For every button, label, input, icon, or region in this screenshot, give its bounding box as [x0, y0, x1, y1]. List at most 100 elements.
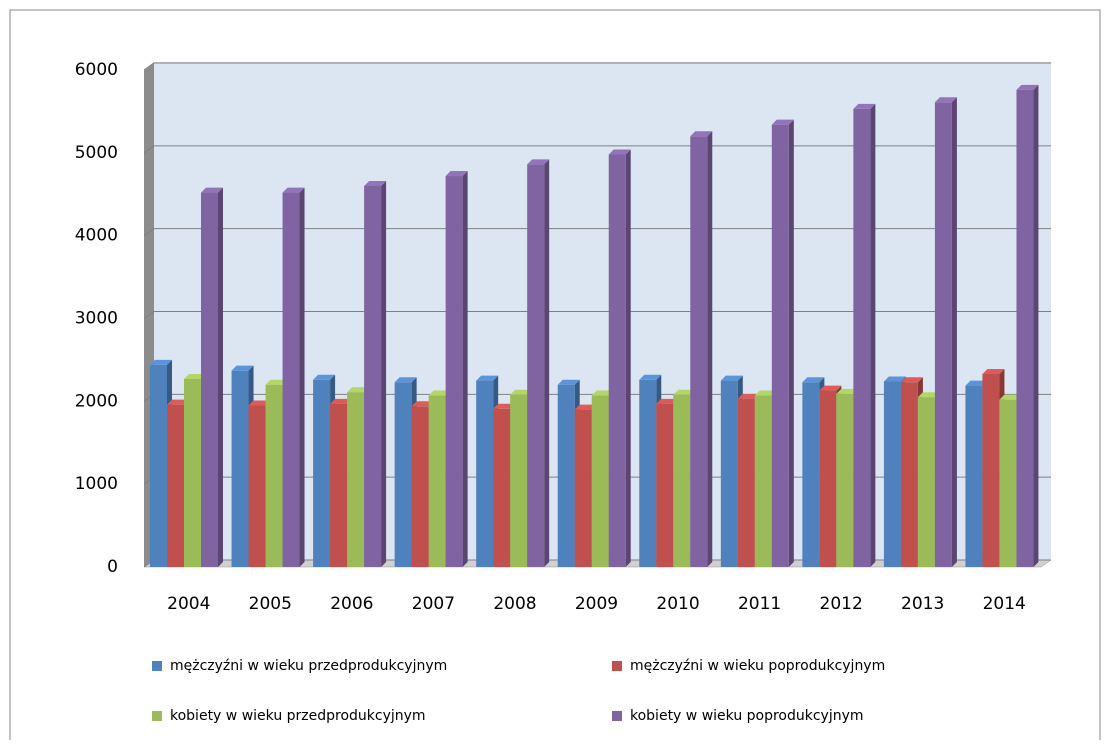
x-tick-label: 2014: [983, 594, 1026, 614]
bar-top: [771, 119, 794, 125]
bar-group: [394, 171, 468, 567]
bar-top: [917, 392, 940, 398]
bar-top: [557, 379, 580, 385]
grid-line-side: [143, 145, 155, 154]
grid-line-side: [143, 62, 155, 71]
bar: [639, 379, 657, 567]
bar: [510, 394, 528, 567]
grid-line-side: [143, 228, 155, 237]
bar: [934, 102, 952, 568]
bar: [754, 395, 772, 567]
legend-swatch: [612, 661, 622, 671]
bar: [313, 379, 331, 567]
x-tick-label: 2007: [412, 594, 455, 614]
bar: [1016, 89, 1034, 567]
bar-top: [819, 385, 842, 391]
bar-top: [411, 401, 434, 407]
x-tick-label: 2006: [330, 594, 373, 614]
legend-label: mężczyźni w wieku poprodukcyjnym: [630, 658, 885, 674]
bar-top: [150, 359, 172, 365]
bar-group: [802, 103, 876, 567]
bar: [853, 108, 871, 567]
bar-top: [737, 393, 760, 399]
legend-swatch: [612, 711, 622, 721]
bar-top: [313, 374, 336, 380]
y-tick-label: 5000: [75, 143, 118, 163]
bar-top: [720, 375, 743, 381]
bar: [428, 395, 446, 567]
bar: [999, 399, 1017, 567]
bar: [656, 403, 674, 567]
bar-top: [673, 389, 696, 395]
bar: [493, 408, 511, 567]
bar-top: [167, 399, 189, 405]
labels: 0 1000 2000 3000 4000 5000 6000 2004 2005 2006 200…: [75, 60, 1026, 724]
bar: [150, 364, 167, 567]
bar-side: [788, 119, 794, 568]
bar-side: [381, 180, 387, 567]
bars: [150, 84, 1039, 568]
bar-group: [231, 187, 305, 568]
x-tick-label: 2009: [575, 594, 618, 614]
bar-side: [299, 187, 305, 568]
y-tick-label: 1000: [75, 474, 118, 494]
bar-side: [1033, 84, 1039, 567]
x-tick-label: 2008: [493, 594, 536, 614]
x-tick-label: 2004: [167, 594, 210, 614]
bar: [965, 385, 983, 567]
bar: [836, 393, 854, 567]
legend-label: kobiety w wieku przedprodukcyjnym: [170, 708, 426, 724]
bar: [231, 370, 249, 567]
bar-group: [720, 119, 794, 568]
bar-group: [557, 149, 631, 568]
bar-top: [248, 400, 271, 406]
bar-top: [900, 377, 923, 383]
bar-side: [951, 97, 957, 568]
y-tick-label: 3000: [75, 309, 118, 329]
bar-top: [883, 376, 906, 382]
bar: [720, 380, 738, 567]
y-tick-label: 0: [107, 557, 118, 577]
legend-label: kobiety w wieku poprodukcyjnym: [630, 708, 864, 724]
bar-top: [591, 390, 614, 396]
x-tick-label: 2012: [820, 594, 863, 614]
legend-label: mężczyźni w wieku przedprodukcyjnym: [170, 658, 447, 674]
bar-group: [313, 180, 387, 567]
bar-top: [265, 379, 288, 385]
bar: [608, 154, 626, 568]
bar-top: [493, 403, 516, 409]
bar: [982, 373, 1000, 567]
bar-top: [394, 377, 417, 383]
bar-group: [639, 131, 713, 567]
bar-group: [150, 187, 223, 568]
bar-side: [625, 149, 631, 568]
bar-top: [754, 390, 777, 396]
bar-group: [883, 97, 957, 568]
bar-top: [982, 368, 1005, 374]
bar: [771, 124, 789, 568]
bar-top: [184, 373, 206, 379]
bar: [673, 394, 691, 567]
bar-top: [364, 180, 387, 186]
bar: [557, 384, 575, 567]
legend-swatch: [152, 711, 162, 721]
bar-group: [476, 159, 550, 567]
bar: [900, 382, 918, 567]
bar: [347, 392, 365, 567]
bar: [201, 192, 218, 568]
bar: [737, 398, 755, 567]
bar: [394, 382, 412, 567]
bar: [167, 404, 184, 567]
bar: [819, 390, 837, 567]
bar: [330, 403, 348, 567]
bar-top: [428, 390, 451, 396]
bar-top: [608, 149, 631, 155]
bar-side: [218, 187, 223, 568]
bar: [248, 405, 266, 567]
bar-top: [836, 388, 859, 394]
bar: [184, 378, 201, 567]
grid-line-side: [143, 311, 155, 319]
bar-top: [201, 187, 223, 193]
bar-top: [802, 377, 825, 383]
